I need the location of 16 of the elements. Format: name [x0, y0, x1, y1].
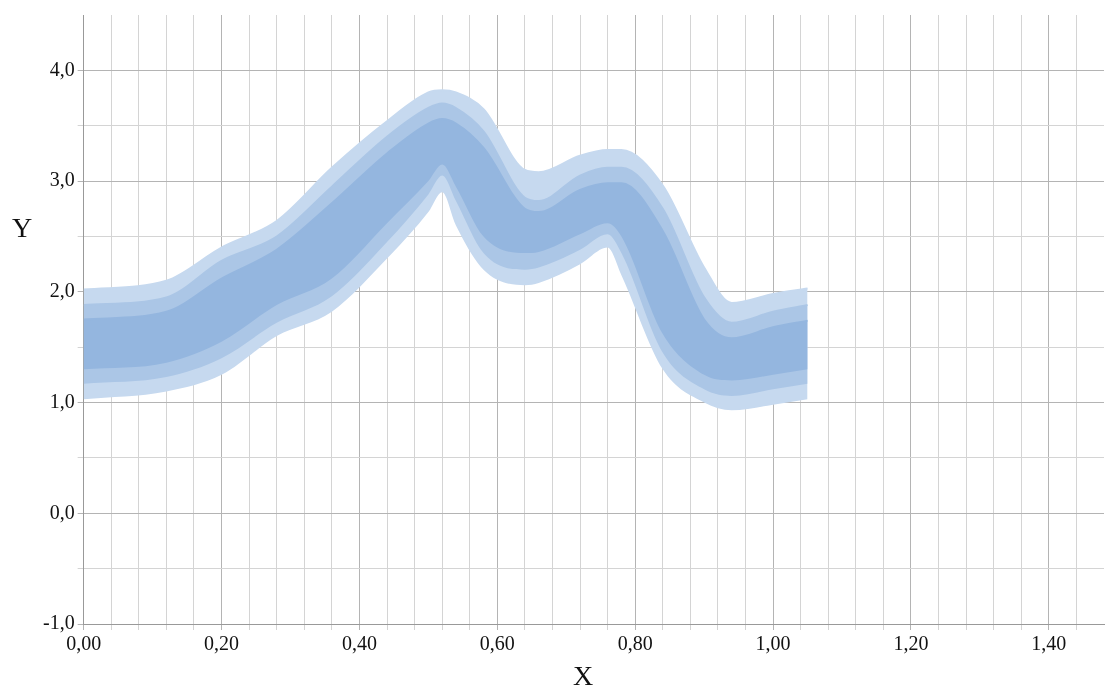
x-tick-label: 0,60 [479, 632, 515, 655]
y-tick-label: 0,0 [49, 500, 75, 523]
y-tick-label: 1,0 [49, 389, 75, 412]
x-tick-label: 1,00 [755, 632, 791, 655]
y-tick-label: 4,0 [49, 57, 75, 80]
y-tick-label: 2,0 [49, 279, 75, 302]
x-tick-label: 1,40 [1031, 632, 1067, 655]
x-tick-label: 0,40 [341, 632, 377, 655]
y-axis-title: Y [12, 212, 33, 244]
x-tick-label: 0,20 [204, 632, 240, 655]
y-tick-label: 3,0 [49, 168, 75, 191]
x-tick-label: 1,20 [893, 632, 929, 655]
x-tick-label: 0,00 [66, 632, 102, 655]
x-tick-label: 0,80 [617, 632, 653, 655]
x-axis-title: X [571, 660, 595, 692]
y-tick-label: -1,0 [42, 611, 75, 634]
